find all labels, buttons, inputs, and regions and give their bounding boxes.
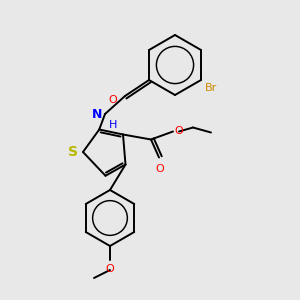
- Text: O: O: [108, 95, 117, 105]
- Text: S: S: [68, 145, 78, 159]
- Text: H: H: [109, 120, 117, 130]
- Text: O: O: [174, 125, 183, 136]
- Text: O: O: [156, 164, 164, 173]
- Text: Br: Br: [205, 83, 217, 93]
- Text: O: O: [106, 264, 114, 274]
- Text: N: N: [92, 109, 102, 122]
